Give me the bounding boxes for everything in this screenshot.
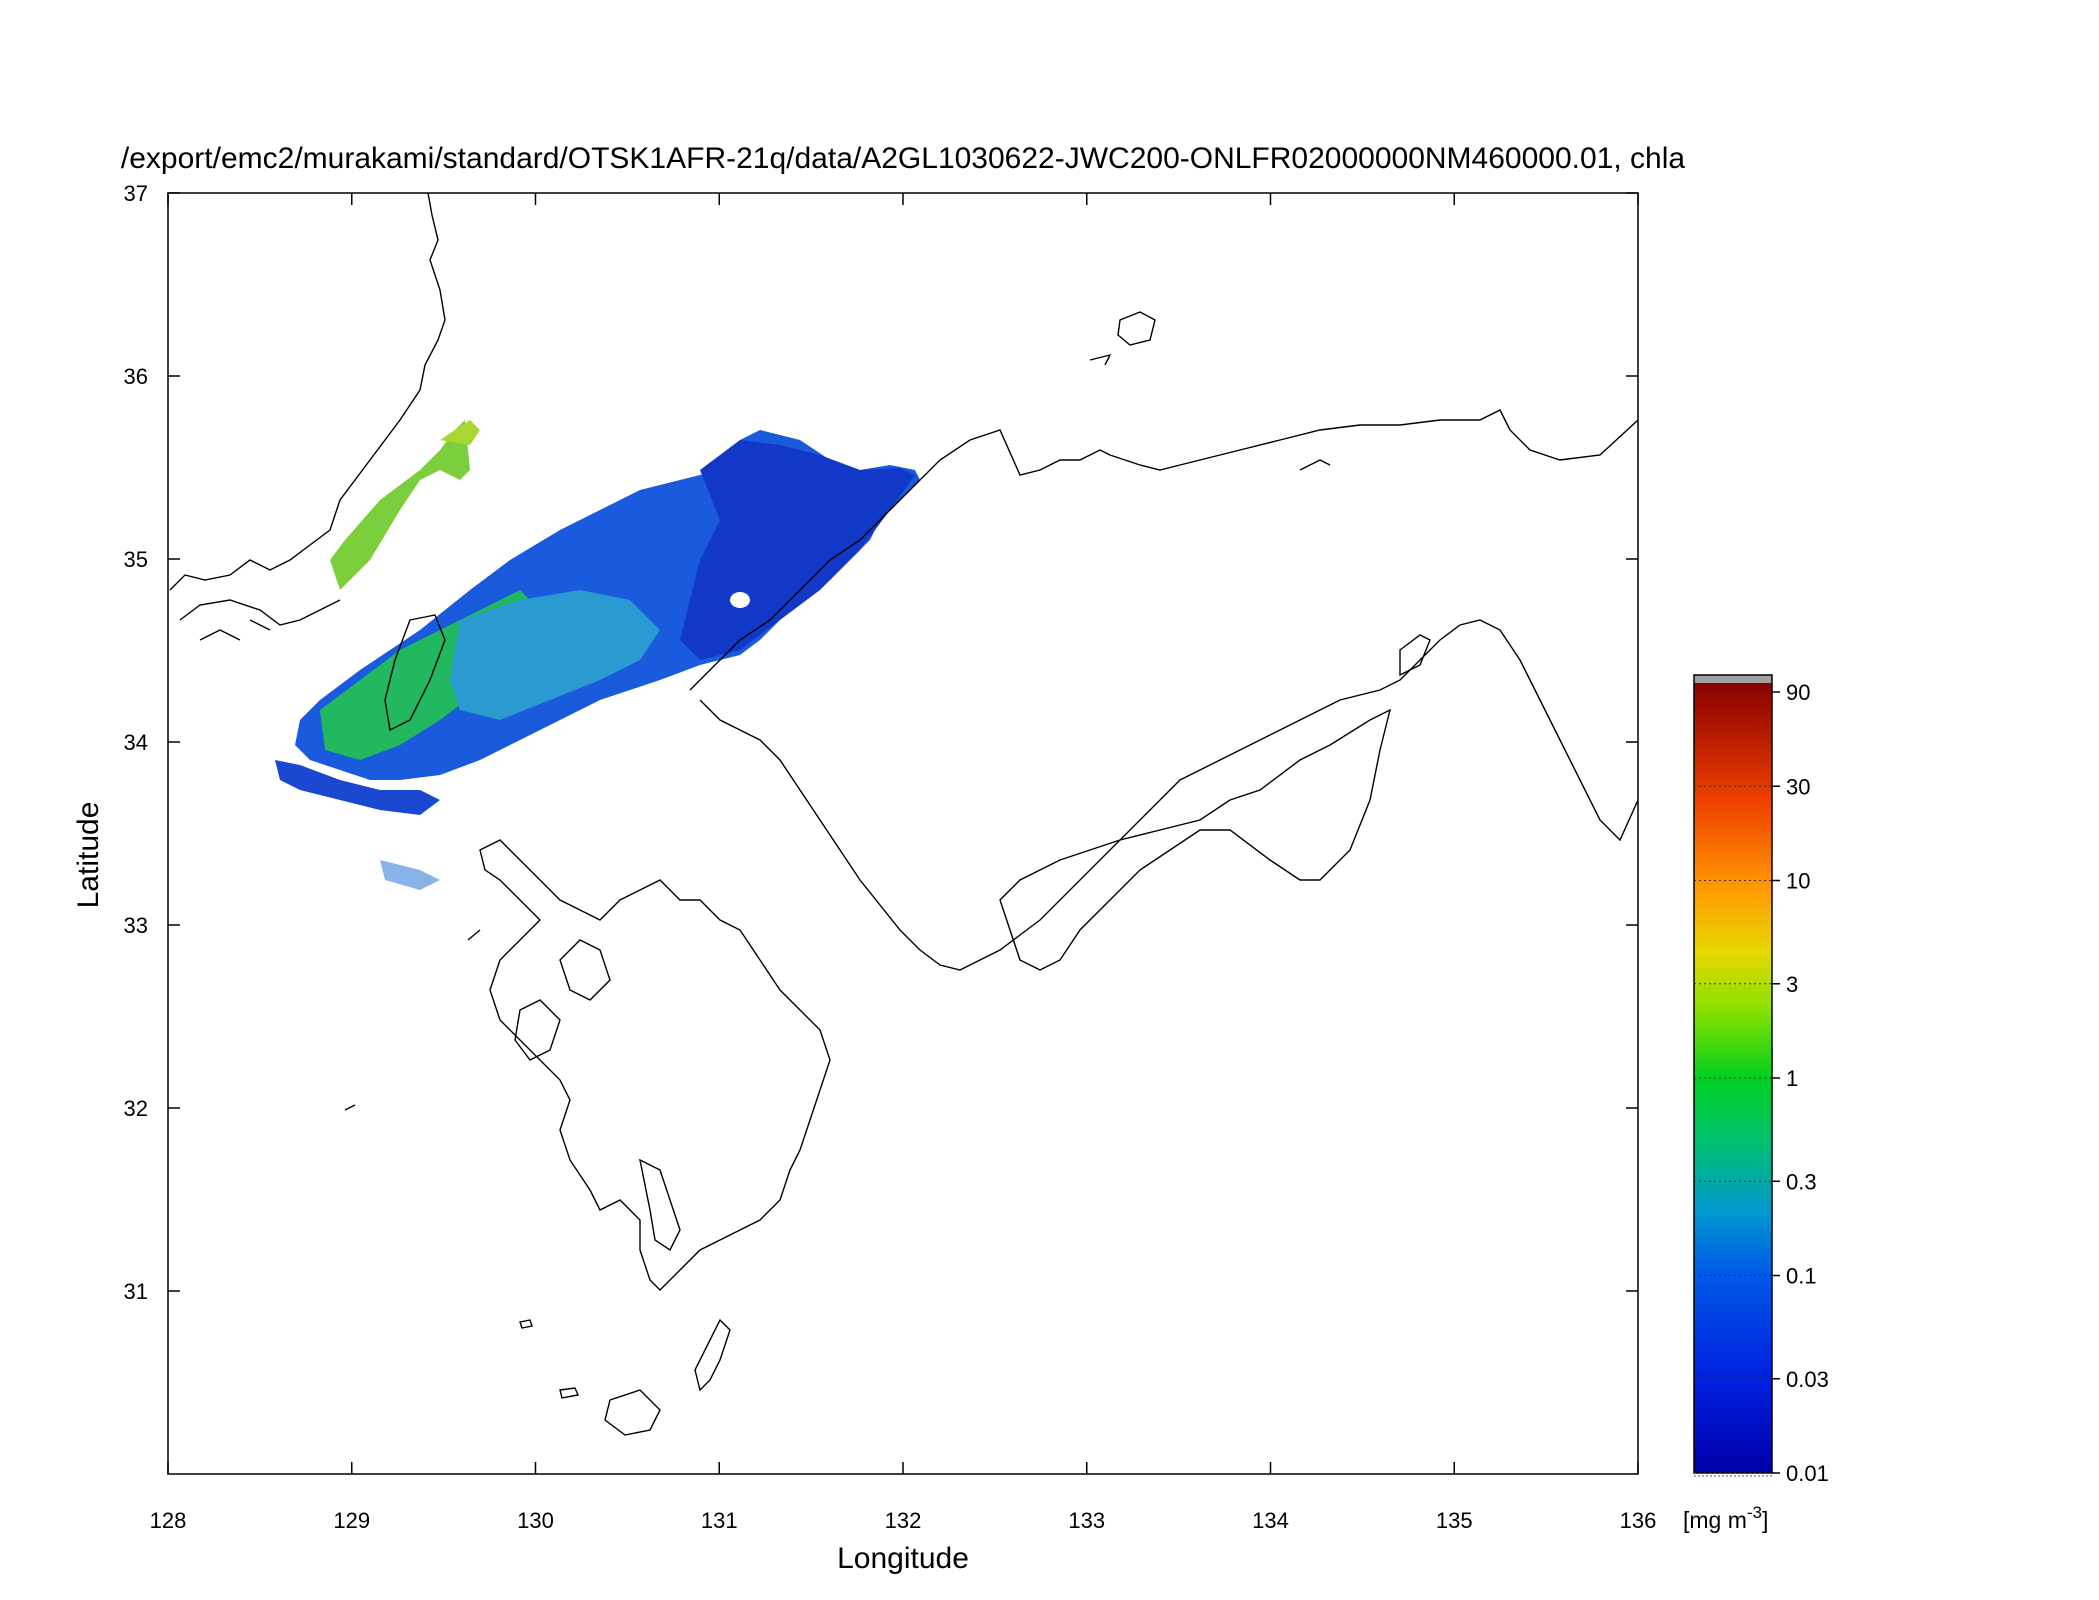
coastline-honshu-south (699, 619, 1638, 971)
y-tick-label: 36 (124, 364, 148, 389)
colorbar-tick-label: 90 (1786, 680, 1810, 705)
x-tick-label: 136 (1620, 1508, 1657, 1533)
coastline-korea (169, 193, 446, 591)
coastline-awaji (1399, 634, 1431, 677)
colorbar-tick-label: 0.03 (1786, 1367, 1829, 1392)
x-tick-label: 131 (701, 1508, 738, 1533)
y-tick-label: 34 (124, 730, 148, 755)
x-tick-labels: 128 129 130 131 132 133 134 135 136 (150, 1508, 1657, 1533)
x-tick-label: 130 (517, 1508, 554, 1533)
map-plot-area (169, 193, 1638, 1436)
colorbar-tick-label: 10 (1786, 869, 1810, 894)
coastline-tanegashima (694, 1318, 731, 1392)
x-tick-label: 134 (1252, 1508, 1289, 1533)
coastline-oki (1117, 311, 1156, 346)
colorbar-tick-label: 0.3 (1786, 1169, 1817, 1194)
chart-title: /export/emc2/murakami/standard/OTSK1AFR-… (121, 142, 1685, 175)
colorbar-tick-label: 0.1 (1786, 1264, 1817, 1289)
chla-swath-deep-blue (680, 440, 915, 660)
coastline-small-islands (344, 353, 1331, 1399)
axis-ticks (167, 192, 1639, 1474)
colorbar-unit-exponent: -3 (1747, 1503, 1762, 1522)
coastline-kagoshima-bay (639, 1158, 681, 1252)
colorbar-tick-label: 1 (1786, 1066, 1798, 1091)
plot-frame (167, 192, 1639, 1475)
coastline-ariake (559, 939, 611, 1001)
swath-gap-2 (730, 592, 750, 608)
chla-swath (275, 420, 920, 890)
chla-swath-green-nw (330, 420, 470, 590)
y-tick-label: 35 (124, 547, 148, 572)
x-tick-label: 135 (1436, 1508, 1473, 1533)
colorbar-tick-label: 30 (1786, 774, 1810, 799)
colorbar: 0.01 0.03 0.1 0.3 1 3 10 30 90 [mg m-3] (1683, 674, 1829, 1533)
x-tick-label: 133 (1068, 1508, 1105, 1533)
coastline-shikoku (999, 708, 1392, 971)
x-axis-label: Longitude (837, 1542, 969, 1575)
chla-swath-south-blue (275, 760, 440, 815)
swath-gap-1 (355, 550, 480, 605)
colorbar-unit: [mg m-3] (1683, 1503, 1768, 1533)
y-tick-label: 37 (124, 181, 148, 206)
x-tick-label: 129 (333, 1508, 370, 1533)
chla-swath-sparse (380, 860, 440, 890)
y-tick-label: 32 (124, 1096, 148, 1121)
chla-swath-green-nw-top (440, 420, 480, 445)
coastlines (169, 193, 1638, 1436)
colorbar-unit-prefix: [mg m (1683, 1507, 1747, 1533)
coastline-honshu-north (689, 409, 1638, 691)
x-tick-label: 128 (150, 1508, 187, 1533)
y-tick-label: 31 (124, 1279, 148, 1304)
coastline-korea-islands (179, 599, 341, 641)
coastline-tsushima (384, 614, 446, 732)
coastline-amakusa (514, 999, 561, 1061)
y-tick-label: 33 (124, 913, 148, 938)
y-axis-label: Latitude (72, 802, 105, 909)
colorbar-top-cap (1694, 675, 1772, 683)
colorbar-unit-suffix: ] (1762, 1507, 1768, 1533)
colorbar-frame (1693, 674, 1773, 1474)
chla-swath-cyan-mid (450, 590, 660, 720)
x-tick-label: 132 (885, 1508, 922, 1533)
colorbar-tick-label: 3 (1786, 972, 1798, 997)
colorbar-tick-label: 0.01 (1786, 1461, 1829, 1486)
y-tick-labels: 31 32 33 34 35 36 37 (124, 181, 148, 1304)
coastline-kyushu (479, 839, 831, 1291)
coastline-yakushima (604, 1389, 661, 1436)
colorbar-ticks: 0.01 0.03 0.1 0.3 1 3 10 30 90 (1694, 680, 1829, 1486)
